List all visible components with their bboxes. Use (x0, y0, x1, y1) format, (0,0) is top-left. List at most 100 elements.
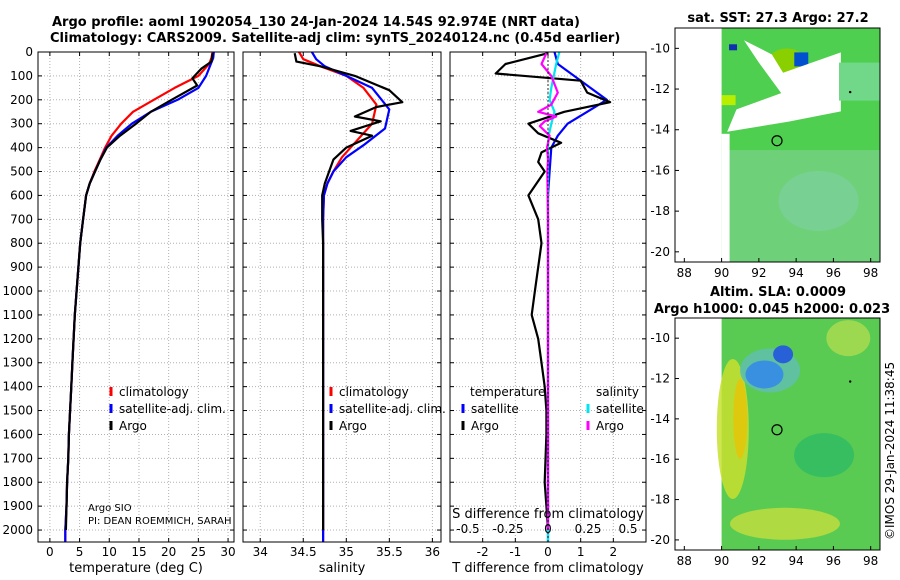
legend-label: climatology (339, 385, 409, 399)
series-line-1 (494, 52, 612, 531)
legend-label: satellite-adj. clim. (119, 402, 226, 416)
map-y-tick-label: -14 (650, 412, 670, 426)
map-y-tick-label: -16 (650, 163, 670, 177)
map-y-tick-label: -16 (650, 452, 670, 466)
y-tick-label: 1500 (2, 404, 33, 418)
x-tick-label: 34 (253, 545, 268, 559)
sla-map-title-line1: Altim. SLA: 0.0009 (710, 285, 846, 300)
y-tick-label: 400 (10, 141, 33, 155)
sla-map-panel: Altim. SLA: 0.0009 Argo h1000: 0.045 h200… (650, 285, 890, 568)
sst-warm-spot (721, 95, 736, 106)
map-x-tick-label: 92 (751, 266, 766, 280)
series-group (293, 52, 404, 542)
map-x-tick-label: 88 (677, 266, 692, 280)
figure-title-line1: Argo profile: aoml 1902054_130 24-Jan-20… (52, 15, 580, 30)
plot-background (243, 52, 441, 542)
x-tick-label: 34.5 (290, 545, 317, 559)
sst-east-patch (839, 62, 880, 101)
map-y-tick-label: -18 (650, 204, 670, 218)
salinity-tick-label: 0.25 (575, 522, 602, 536)
x-tick-label: 2 (610, 545, 618, 559)
map-x-tick-label: 98 (863, 266, 878, 280)
series-line-2 (64, 53, 214, 531)
y-tick-label: 100 (10, 69, 33, 83)
legend-label: Argo (471, 419, 499, 433)
island-marker (848, 90, 852, 94)
legend-group-title: salinity (596, 385, 639, 399)
series-group (64, 52, 215, 542)
map-x-tick-label: 96 (826, 266, 841, 280)
map-y-tick-label: -10 (650, 331, 670, 345)
x-tick-label: -2 (477, 545, 489, 559)
y-tick-label: 700 (10, 212, 33, 226)
plot-frame (37, 51, 235, 543)
map-x-tick-label: 90 (714, 266, 729, 280)
y-tick-label: 1700 (2, 451, 33, 465)
y-tick-label: 800 (10, 236, 33, 250)
top-x-axis-label: S difference from climatology (452, 507, 644, 522)
salinity-tick-label: -0.25 (492, 522, 523, 536)
x-tick-label: 1 (577, 545, 585, 559)
sla-high-south (729, 507, 840, 540)
map-x-tick-label: 94 (788, 554, 803, 568)
sla-high-ne (826, 320, 871, 357)
map-y-tick-label: -10 (650, 41, 670, 55)
y-tick-label: 1800 (2, 475, 33, 489)
figure-title-line2: Climatology: CARS2009. Satellite-adj cli… (50, 31, 621, 46)
island-marker (848, 380, 852, 383)
y-tick-label: 1600 (2, 427, 33, 441)
difference-panel: -2 -1 0 1 2 T difference from climatology S di… (449, 51, 647, 576)
annotation-pi: PI: DEAN ROEMMICH, SARAH (88, 516, 232, 527)
series-line-3 (537, 52, 559, 530)
sla-high-west-core (733, 378, 748, 459)
y-tick-label: 1400 (2, 380, 33, 394)
sla-low-eddy (745, 360, 784, 389)
map-frame (674, 27, 881, 263)
x-tick-label: 10 (102, 545, 117, 559)
y-tick-label: 1300 (2, 356, 33, 370)
y-tick-label: 1000 (2, 284, 33, 298)
x-axis-label: T difference from climatology (451, 561, 644, 576)
map-x-tick-label: 98 (863, 554, 878, 568)
legend-group-title: temperature (470, 385, 545, 399)
argo-position-marker (771, 135, 783, 147)
y-tick-label: 0 (25, 45, 33, 59)
map-x-tick-label: 96 (826, 554, 841, 568)
temperature-panel: 0100200300400500600700800900100011001200… (2, 45, 235, 576)
map-x-tick-label: 90 (714, 554, 729, 568)
sst-map-panel: sat. SST: 27.3 Argo: 27.2 88 90 92 94 96 98 -10… (650, 11, 881, 280)
x-tick-label: 20 (161, 545, 176, 559)
y-tick-label: 2000 (2, 523, 33, 537)
y-tick-label: 500 (10, 165, 33, 179)
legend-label: satellite (471, 402, 519, 416)
map-y-tick-label: -20 (650, 245, 670, 259)
map-y-tick-label: -12 (650, 82, 670, 96)
legend-label: Argo (596, 419, 624, 433)
y-tick-label: 300 (10, 117, 33, 131)
legend-label: satellite-adj. clim. (339, 402, 446, 416)
x-axis-label: salinity (319, 561, 366, 576)
map-x-tick-label: 88 (677, 554, 692, 568)
sst-cloud-edge (721, 133, 730, 262)
salinity-tick-label: 0.5 (618, 522, 637, 536)
y-tick-label: 900 (10, 260, 33, 274)
sst-map-title: sat. SST: 27.3 Argo: 27.2 (687, 11, 868, 26)
annotation-float-source: Argo SIO (88, 503, 132, 514)
y-tick-label: 200 (10, 93, 33, 107)
sla-map-title-line2: Argo h1000: 0.045 h2000: 0.023 (654, 302, 890, 317)
y-tick-label: 600 (10, 188, 33, 202)
salinity-tick-label: 0 (544, 522, 552, 536)
legend-label: Argo (339, 419, 367, 433)
y-tick-label: 1900 (2, 499, 33, 513)
x-tick-label: 25 (191, 545, 206, 559)
map-y-tick-label: -12 (650, 372, 670, 386)
x-tick-label: 35 (339, 545, 354, 559)
map-x-tick-label: 94 (788, 266, 803, 280)
sst-cold-spot (729, 44, 738, 51)
x-tick-label: 30 (220, 545, 235, 559)
x-tick-label: 15 (131, 545, 146, 559)
y-tick-label: 1200 (2, 332, 33, 346)
legend-label: satellite (596, 402, 644, 416)
sla-low-core (773, 345, 794, 364)
